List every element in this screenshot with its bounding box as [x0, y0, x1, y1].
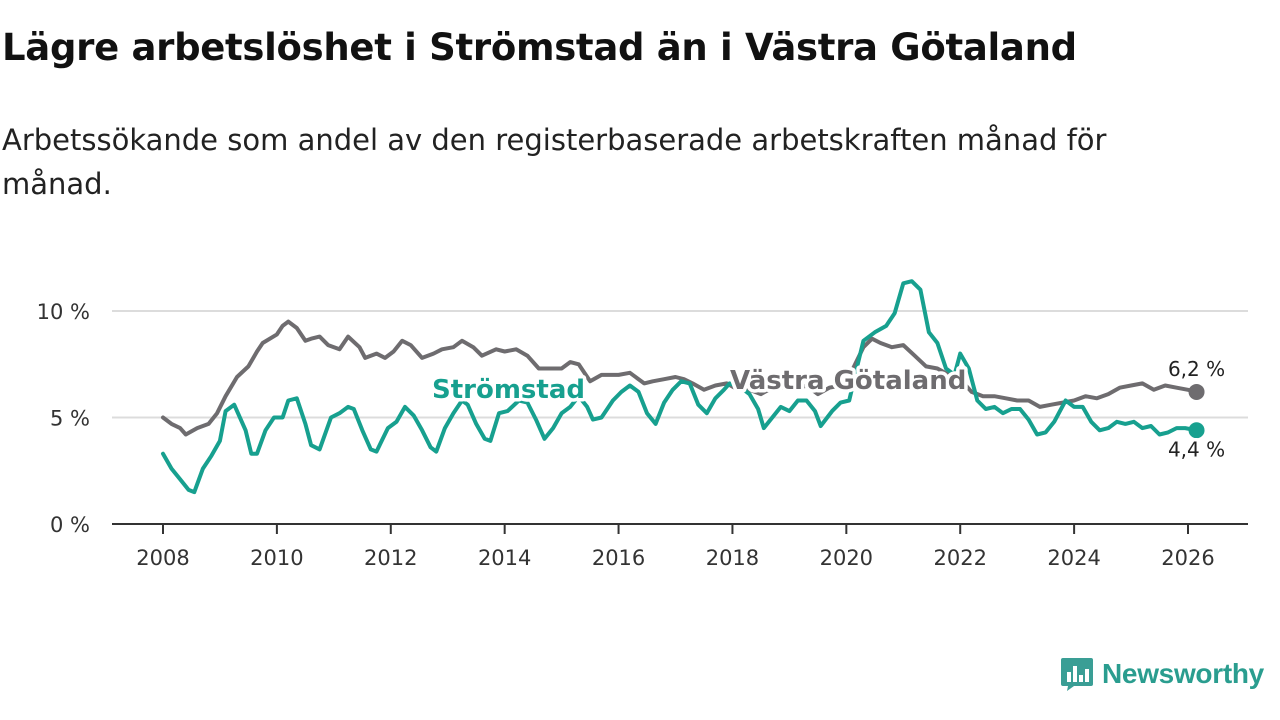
x-tick-label: 2024: [1047, 546, 1100, 570]
series-name-vastra-gotaland: Västra Götaland: [730, 366, 966, 396]
x-tick-label: 2020: [820, 546, 873, 570]
brand-name: Newsworthy: [1102, 658, 1264, 689]
end-value-label: 6,2 %: [1168, 357, 1225, 381]
series-labels: 6,2 % 4,4 % Västra Götaland Strömstad: [429, 353, 1229, 464]
x-tick-label: 2010: [250, 546, 303, 570]
series-line-stromstad: [161, 279, 1199, 495]
y-tick-label: 5 %: [50, 407, 90, 431]
x-tick-label: 2012: [364, 546, 417, 570]
series-name-stromstad: Strömstad: [432, 375, 585, 405]
series-lines: [161, 279, 1199, 495]
y-tick-label: 0 %: [50, 513, 90, 537]
x-tick-label: 2014: [478, 546, 531, 570]
end-value-label: 4,4 %: [1168, 437, 1225, 461]
x-tick-label: 2008: [136, 546, 189, 570]
line-chart: 0 % 5 % 10 % 2008 2010 2012 2014 2016 2018 2020 20…: [37, 279, 1248, 570]
x-tick-label: 2018: [706, 546, 759, 570]
axes: 0 % 5 % 10 % 2008 2010 2012 2014 2016 2018 2020 20…: [37, 300, 1248, 570]
bar-chart-icon: [1061, 658, 1093, 691]
end-point-marker: [1188, 383, 1205, 400]
x-tick-label: 2016: [592, 546, 645, 570]
chart-subtitle: Arbetssökande som andel av den registerb…: [2, 123, 1107, 201]
end-point-marker: [1188, 422, 1205, 439]
x-tick-label: 2026: [1161, 546, 1214, 570]
y-tick-label: 10 %: [37, 300, 90, 324]
x-tick-label: 2022: [933, 546, 986, 570]
chart-title: Lägre arbetslöshet i Strömstad än i Väst…: [2, 26, 1077, 69]
newsworthy-logo: Newsworthy: [1060, 656, 1264, 692]
series-line-vastra-gotaland: [161, 319, 1199, 437]
